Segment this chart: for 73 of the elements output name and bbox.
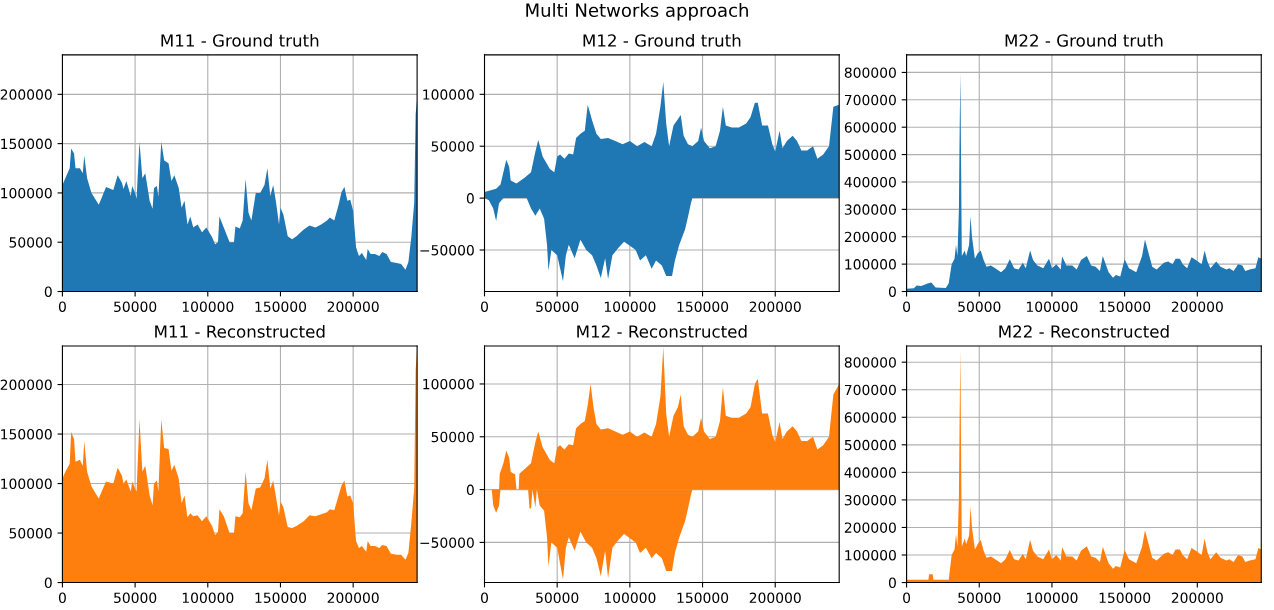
x-tick-label: 0	[903, 592, 911, 604]
x-tick-label: 50000	[958, 301, 1001, 312]
y-tick-label: 0	[888, 286, 896, 297]
y-tick-label: 100000	[845, 549, 896, 561]
y-tick-label: 200000	[844, 231, 896, 243]
chart-title: M11 - Reconstructed	[155, 324, 325, 338]
x-tick-label: 150000	[1099, 592, 1151, 604]
y-tick-label: 150000	[1, 138, 52, 150]
y-tick-label: 0	[888, 577, 896, 589]
chart-title: M22 - Ground truth	[1005, 33, 1163, 47]
x-tick-label: 100000	[182, 592, 234, 604]
y-tick-label: 600000	[844, 122, 896, 133]
x-tick-label: 100000	[1026, 301, 1078, 312]
y-tick-label: −50000	[420, 537, 474, 548]
y-tick-label: 50000	[9, 237, 52, 248]
y-tick-label: 50000	[9, 528, 52, 539]
x-tick-label: 50000	[958, 592, 1001, 604]
y-tick-label: 100000	[423, 89, 474, 100]
chart-title: M12 - Ground truth	[583, 33, 741, 47]
y-tick-label: 200000	[0, 379, 52, 391]
x-tick-label: 200000	[749, 301, 801, 312]
x-tick-label: 150000	[1099, 301, 1151, 312]
y-tick-label: 400000	[844, 176, 896, 188]
y-tick-label: 200000	[0, 89, 52, 100]
x-tick-label: 150000	[677, 301, 729, 312]
x-tick-label: 200000	[749, 592, 801, 604]
chart-title: M12 - Reconstructed	[577, 324, 747, 338]
x-tick-label: 100000	[182, 301, 234, 312]
x-tick-label: 50000	[114, 301, 157, 312]
text: Multi Networks approach	[526, 3, 748, 21]
x-tick-label: 0	[903, 301, 911, 312]
y-tick-label: 0	[466, 484, 474, 496]
y-tick-label: 0	[44, 577, 52, 589]
x-tick-label: 100000	[604, 301, 656, 312]
x-tick-label: 150000	[255, 592, 307, 604]
y-tick-label: 100000	[845, 259, 896, 270]
y-tick-label: 50000	[431, 431, 474, 443]
y-tick-label: 100000	[1, 187, 52, 199]
y-tick-label: 800000	[844, 357, 896, 368]
x-tick-label: 50000	[536, 301, 579, 312]
chart-title: M22 - Reconstructed	[999, 324, 1169, 338]
x-tick-label: 50000	[114, 592, 157, 604]
x-tick-label: 200000	[1171, 592, 1223, 604]
y-tick-label: 700000	[844, 94, 896, 106]
y-tick-label: 0	[44, 286, 52, 297]
y-tick-label: 600000	[844, 412, 896, 423]
x-tick-label: 0	[58, 592, 66, 604]
chart-title: M11 - Ground truth	[161, 33, 319, 47]
y-tick-label: 0	[466, 193, 474, 204]
x-tick-label: 50000	[536, 592, 579, 604]
y-tick-label: 500000	[844, 149, 896, 161]
y-tick-label: 200000	[844, 522, 896, 533]
x-tick-label: 200000	[327, 301, 379, 312]
x-tick-label: 200000	[327, 592, 379, 604]
x-tick-label: 100000	[604, 592, 656, 604]
x-tick-label: 0	[58, 301, 66, 312]
y-tick-label: 500000	[844, 439, 896, 451]
y-tick-label: 700000	[844, 384, 896, 396]
y-tick-label: 100000	[423, 378, 474, 390]
y-tick-label: −50000	[420, 244, 474, 256]
x-tick-label: 150000	[677, 592, 729, 604]
x-tick-label: 200000	[1171, 301, 1223, 312]
x-tick-label: 150000	[255, 301, 307, 312]
x-tick-label: 100000	[1026, 592, 1078, 604]
x-tick-label: 0	[481, 301, 488, 312]
y-tick-label: 300000	[844, 204, 896, 215]
y-tick-label: 300000	[844, 494, 896, 506]
x-tick-label: 0	[481, 592, 488, 604]
y-tick-label: 400000	[844, 467, 896, 478]
y-tick-label: 50000	[431, 141, 474, 152]
y-tick-label: 800000	[844, 67, 896, 78]
y-tick-label: 100000	[1, 478, 52, 490]
y-tick-label: 150000	[1, 429, 52, 440]
